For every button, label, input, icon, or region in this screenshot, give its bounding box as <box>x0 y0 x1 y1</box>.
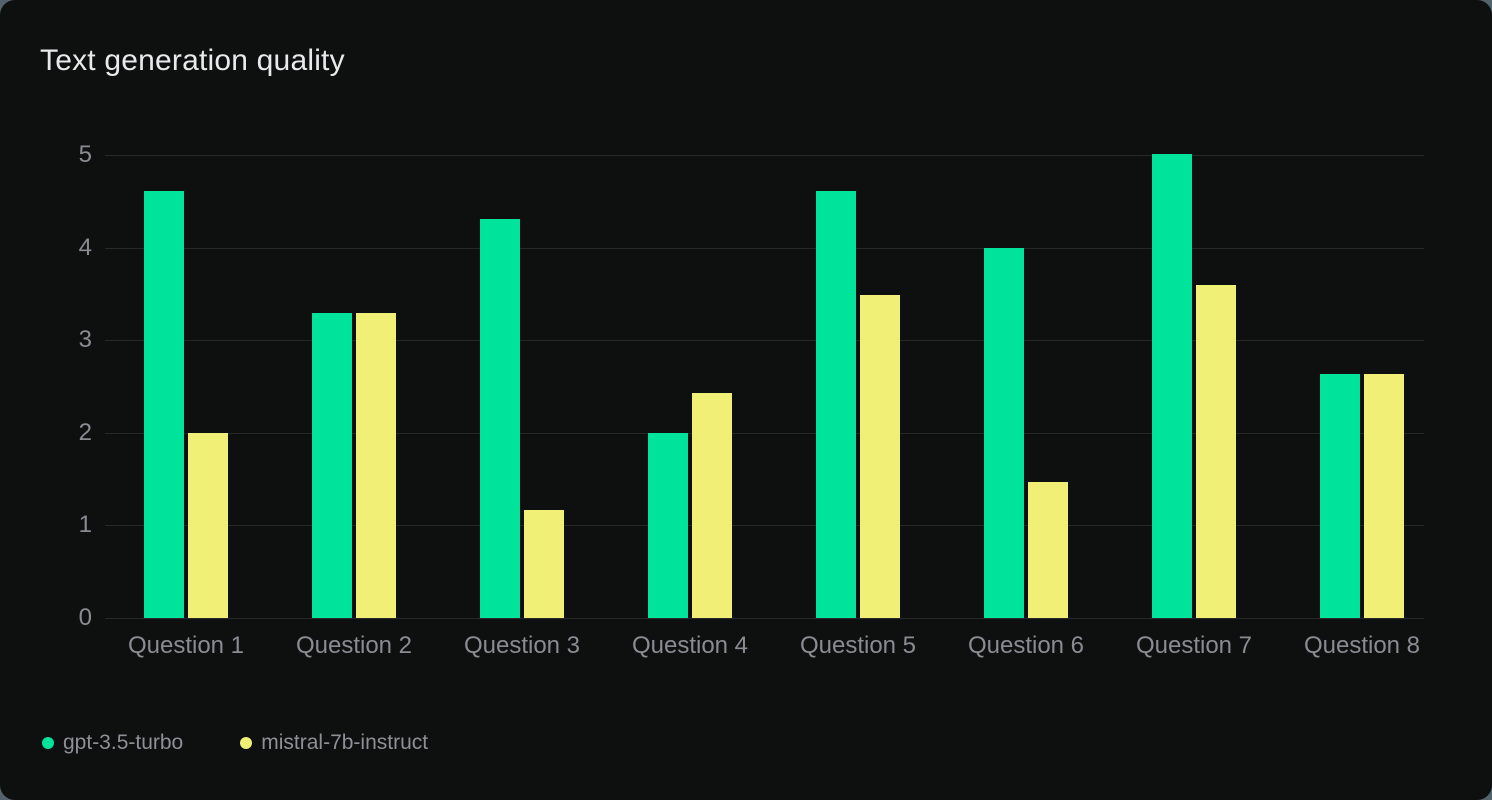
legend-item-gpt-3.5-turbo[interactable]: gpt-3.5-turbo <box>42 731 183 755</box>
chart-title: Text generation quality <box>40 44 345 77</box>
bar-mistral-7b-instruct-question-3[interactable] <box>524 510 564 618</box>
x-axis-category-label: Question 1 <box>127 632 245 659</box>
bar-gpt-3.5-turbo-question-7[interactable] <box>1152 154 1192 618</box>
legend-color-dot-icon <box>42 737 54 749</box>
bar-mistral-7b-instruct-question-4[interactable] <box>692 393 732 618</box>
legend-label: gpt-3.5-turbo <box>63 731 184 754</box>
x-axis-category-label: Question 6 <box>967 632 1085 659</box>
x-axis-category-label: Question 4 <box>631 632 749 659</box>
bar-gpt-3.5-turbo-question-5[interactable] <box>816 191 856 618</box>
bar-gpt-3.5-turbo-question-1[interactable] <box>144 191 184 618</box>
y-axis-tick-label: 2 <box>78 419 92 446</box>
gridline <box>105 155 1424 156</box>
y-axis-tick-label: 4 <box>78 234 92 261</box>
bar-gpt-3.5-turbo-question-6[interactable] <box>984 248 1024 618</box>
x-axis-category-label: Question 2 <box>295 632 413 659</box>
bar-gpt-3.5-turbo-question-2[interactable] <box>312 313 352 618</box>
bar-mistral-7b-instruct-question-8[interactable] <box>1364 374 1404 618</box>
bar-mistral-7b-instruct-question-1[interactable] <box>188 433 228 618</box>
bar-mistral-7b-instruct-question-6[interactable] <box>1028 482 1068 618</box>
legend-item-mistral-7b-instruct[interactable]: mistral-7b-instruct <box>240 731 428 755</box>
y-axis-tick-label: 5 <box>78 141 92 168</box>
gridline <box>105 433 1424 434</box>
y-axis-tick-label: 3 <box>78 326 92 353</box>
x-axis-category-label: Question 3 <box>463 632 581 659</box>
x-axis-category-label: Question 8 <box>1303 632 1421 659</box>
bar-gpt-3.5-turbo-question-4[interactable] <box>648 433 688 618</box>
gridline <box>105 248 1424 249</box>
y-axis-tick-label: 0 <box>78 604 92 631</box>
x-axis-category-label: Question 5 <box>799 632 917 659</box>
bar-mistral-7b-instruct-question-5[interactable] <box>860 295 900 618</box>
x-axis-category-label: Question 7 <box>1135 632 1253 659</box>
legend: gpt-3.5-turbo mistral-7b-instruct <box>42 731 428 755</box>
legend-color-dot-icon <box>240 737 253 749</box>
bar-mistral-7b-instruct-question-7[interactable] <box>1196 285 1236 618</box>
gridline <box>105 618 1424 619</box>
bar-mistral-7b-instruct-question-2[interactable] <box>356 313 396 618</box>
legend-label: mistral-7b-instruct <box>261 731 429 754</box>
bar-gpt-3.5-turbo-question-3[interactable] <box>480 219 520 618</box>
y-axis-tick-label: 1 <box>78 511 92 538</box>
gridline <box>105 525 1424 526</box>
gridline <box>105 340 1424 341</box>
bar-gpt-3.5-turbo-question-8[interactable] <box>1320 374 1360 618</box>
